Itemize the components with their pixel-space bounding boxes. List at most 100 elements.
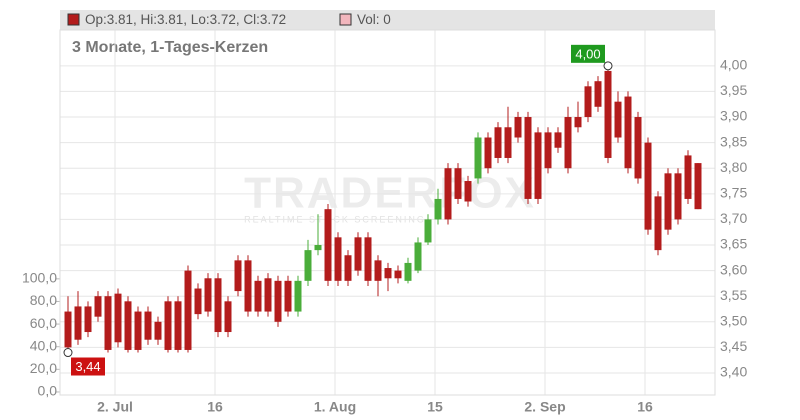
- candle-body: [304, 250, 312, 281]
- candle-body: [344, 255, 352, 281]
- candle-body: [424, 219, 432, 243]
- y2-tick-label: 60,0: [30, 315, 57, 331]
- y-tick-label: 3,50: [720, 312, 747, 328]
- candle-body: [394, 270, 402, 279]
- candle-body: [574, 117, 582, 128]
- y2-tick-label: 40,0: [30, 337, 57, 353]
- candle-body: [484, 137, 492, 169]
- y-tick-label: 3,85: [720, 133, 747, 149]
- candle-body: [64, 311, 72, 348]
- candle-body: [444, 168, 452, 220]
- candle-body: [404, 262, 412, 281]
- annotation-box: [71, 357, 105, 376]
- y2-tick-label: 0,0: [38, 383, 58, 399]
- candle-body: [654, 196, 662, 251]
- candle-body: [364, 237, 372, 281]
- candle-body: [94, 296, 102, 317]
- y-tick-label: 3,40: [720, 364, 747, 380]
- candle-body: [294, 280, 302, 312]
- candle-body: [124, 301, 132, 350]
- annotation-marker: [603, 61, 613, 71]
- candle-body: [324, 209, 332, 281]
- candle-body: [514, 117, 522, 138]
- candle-body: [134, 311, 142, 350]
- x-tick-label: 2. Jul: [97, 399, 133, 415]
- candle-body: [474, 137, 482, 179]
- y-tick-label: 4,00: [720, 57, 747, 73]
- candle-body: [564, 117, 572, 169]
- y-tick-label: 3,45: [720, 338, 747, 354]
- candle-body: [604, 70, 612, 158]
- candle-body: [354, 237, 362, 271]
- candle-body: [614, 101, 622, 138]
- volume-swatch: [339, 13, 352, 26]
- candle-body: [314, 245, 322, 251]
- candle-body: [374, 260, 382, 281]
- annotation-label: 4,00: [575, 46, 600, 61]
- candle-body: [684, 155, 692, 199]
- candle-body: [244, 260, 252, 312]
- candle-body: [554, 132, 562, 148]
- y-tick-label: 3,60: [720, 261, 747, 277]
- candle-body: [234, 260, 242, 292]
- candle-body: [184, 270, 192, 350]
- candle-body: [104, 296, 112, 350]
- candle-body: [504, 127, 512, 158]
- candle-body: [214, 278, 222, 333]
- candle-body: [84, 306, 92, 333]
- candle-body: [254, 280, 262, 312]
- candle-body: [164, 301, 172, 350]
- candle-body: [414, 242, 422, 271]
- candle-body: [584, 86, 592, 118]
- candle-body: [454, 168, 462, 199]
- plot-frame: [59, 29, 716, 396]
- candle-body: [194, 288, 202, 315]
- x-tick-label: 16: [637, 399, 653, 415]
- y2-tick-label: 80,0: [30, 292, 57, 308]
- candle-body: [114, 293, 122, 343]
- header-bar: [60, 10, 715, 30]
- candle-body: [624, 96, 632, 169]
- annotation-marker: [63, 348, 73, 358]
- candle-body: [534, 132, 542, 199]
- candle-body: [204, 278, 212, 312]
- x-tick-label: 2. Sep: [524, 399, 565, 415]
- candle-body: [524, 117, 532, 199]
- y-tick-label: 3,80: [720, 159, 747, 175]
- candle-body: [664, 173, 672, 230]
- x-tick-label: 16: [207, 399, 223, 415]
- y2-tick-label: 100,0: [22, 270, 57, 286]
- candle-body: [174, 301, 182, 350]
- candle-body: [434, 198, 442, 220]
- watermark: TRADERFOX: [244, 169, 536, 218]
- annotation-label: 3,44: [75, 359, 100, 374]
- candle-body: [494, 127, 502, 158]
- x-tick-label: 15: [427, 399, 443, 415]
- candle-body: [544, 132, 552, 169]
- candle-body: [334, 237, 342, 281]
- y-tick-label: 3,90: [720, 108, 747, 124]
- candle-body: [594, 81, 602, 107]
- candle-body: [464, 181, 472, 202]
- y-tick-label: 3,55: [720, 287, 747, 303]
- candle-body: [674, 173, 682, 220]
- candle-body: [384, 268, 392, 279]
- candle-body: [694, 163, 702, 210]
- subtitle: 3 Monate, 1-Tages-Kerzen: [72, 39, 268, 56]
- volume-label: Vol: 0: [357, 12, 391, 27]
- ohlc-label: Op:3.81, Hi:3.81, Lo:3.72, Cl:3.72: [85, 12, 286, 27]
- y2-tick-label: 20,0: [30, 360, 57, 376]
- candle-body: [264, 278, 272, 312]
- annotation-box: [571, 44, 605, 63]
- y-tick-label: 3,65: [720, 236, 747, 252]
- x-tick-label: 1. Aug: [314, 399, 356, 415]
- ohlc-swatch: [67, 13, 80, 26]
- candle-body: [74, 306, 82, 340]
- y-tick-label: 3,95: [720, 82, 747, 98]
- candle-body: [224, 301, 232, 333]
- candle-body: [144, 311, 152, 340]
- candle-body: [284, 280, 292, 312]
- candle-body: [274, 280, 282, 322]
- y-tick-label: 3,75: [720, 185, 747, 201]
